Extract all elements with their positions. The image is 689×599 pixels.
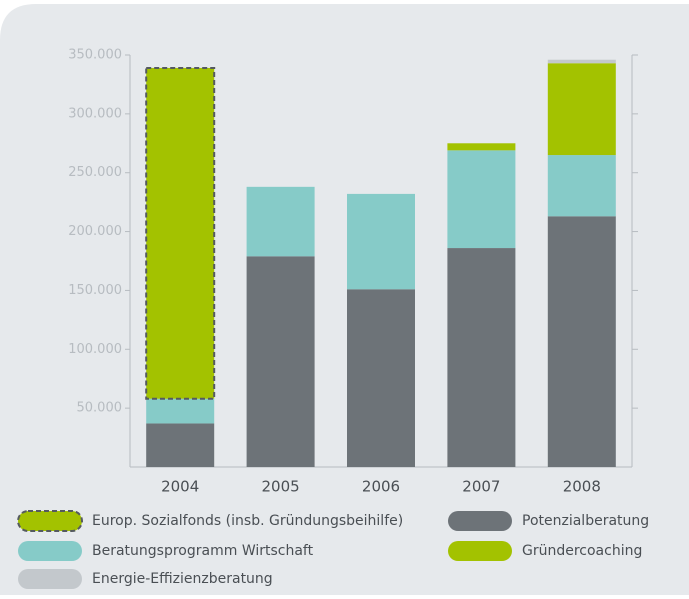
legend-label: Gründercoaching xyxy=(522,543,642,559)
legend-label: Energie-Effizienzberatung xyxy=(92,571,273,587)
x-tick-label: 2006 xyxy=(362,478,400,496)
bar-segment xyxy=(347,289,415,467)
bar-segment xyxy=(547,216,616,467)
x-tick-label: 2004 xyxy=(161,478,199,496)
legend-swatch xyxy=(448,541,512,561)
y-tick-label: 200.000 xyxy=(68,224,122,239)
bar-segment xyxy=(547,63,616,156)
bar-segment xyxy=(447,143,516,151)
bar-segment xyxy=(547,59,616,64)
legend-swatch xyxy=(18,541,82,561)
y-tick-label: 150.000 xyxy=(68,283,122,298)
bar-segment xyxy=(447,150,516,249)
bar-segment xyxy=(246,186,315,257)
legend-label: Beratungsprogramm Wirtschaft xyxy=(92,543,314,559)
x-tick-label: 2005 xyxy=(262,478,300,496)
legend-label: Europ. Sozialfonds (insb. Gründungsbeihi… xyxy=(92,513,403,529)
y-tick-label: 350.000 xyxy=(68,48,122,63)
legend-swatch xyxy=(18,569,82,589)
x-tick-label: 2008 xyxy=(563,478,601,496)
bar-segment xyxy=(547,155,616,217)
y-tick-label: 100.000 xyxy=(68,342,122,357)
y-tick-label: 50.000 xyxy=(77,401,123,416)
bar-segment xyxy=(347,193,415,290)
bar-segment xyxy=(447,248,516,467)
x-tick-label: 2007 xyxy=(462,478,500,496)
bar-segment xyxy=(246,256,315,467)
y-tick-label: 250.000 xyxy=(68,165,122,180)
legend-swatch xyxy=(448,511,512,531)
y-tick-label: 300.000 xyxy=(68,106,122,121)
bar-segment xyxy=(146,423,215,467)
legend-label: Potenzialberatung xyxy=(522,513,649,529)
legend-swatch xyxy=(17,510,83,532)
bar-segment xyxy=(145,66,216,400)
bar-segment xyxy=(146,398,215,424)
